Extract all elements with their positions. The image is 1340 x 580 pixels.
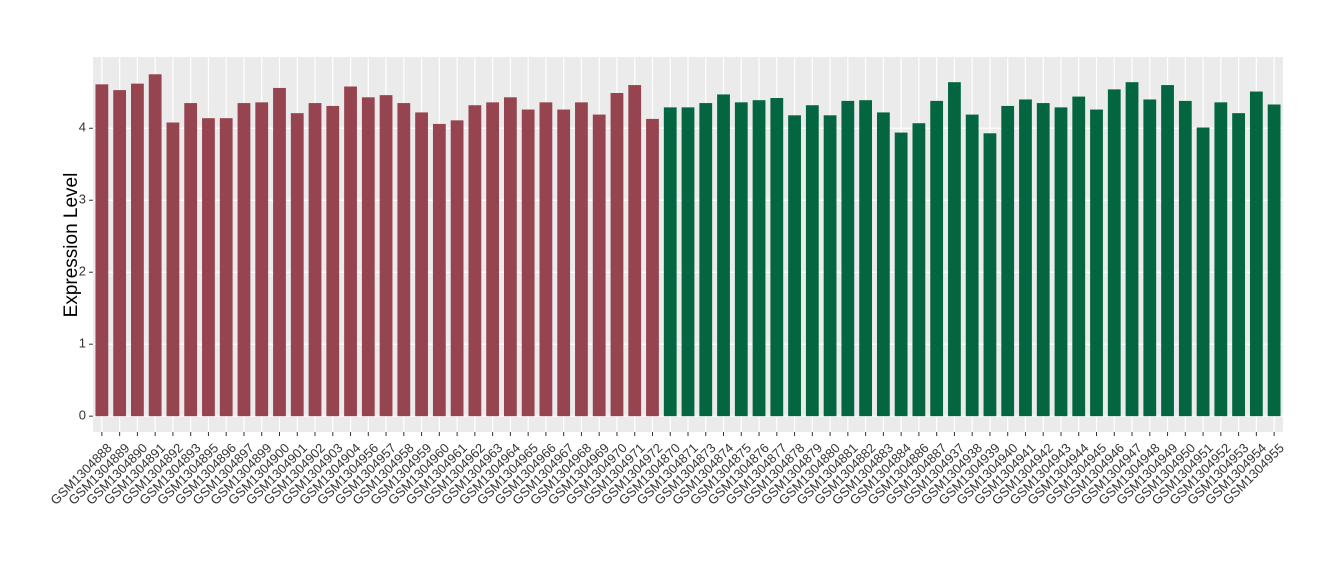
bar (113, 90, 127, 417)
bar (1019, 99, 1032, 417)
bar (521, 109, 535, 417)
bar (273, 87, 286, 417)
bar (1232, 113, 1245, 417)
bar (1161, 85, 1174, 417)
bar (1072, 96, 1086, 417)
bar (1125, 82, 1139, 417)
bar (344, 86, 357, 417)
bar (397, 103, 411, 417)
bar (823, 115, 837, 417)
bar (308, 103, 322, 417)
bar (290, 113, 304, 417)
bar (131, 83, 144, 417)
bar (575, 102, 588, 417)
bar (805, 105, 819, 417)
bar (948, 82, 961, 417)
bar (1196, 127, 1210, 417)
bar (361, 97, 375, 417)
bar (202, 118, 215, 417)
bar (95, 84, 109, 417)
bar (734, 102, 748, 417)
bar (912, 123, 926, 417)
y-axis-title: Expression Level (61, 173, 82, 318)
bar (841, 100, 855, 417)
bar (876, 112, 890, 417)
bar (1090, 109, 1103, 417)
y-tick-label: 3 (79, 192, 86, 207)
bar (1143, 99, 1157, 417)
bar (788, 115, 801, 417)
bar (237, 103, 251, 417)
bar (610, 92, 624, 417)
bar (379, 95, 393, 417)
bar (184, 103, 198, 417)
bar (1178, 100, 1192, 417)
bar (219, 118, 233, 417)
bar (1249, 91, 1263, 417)
y-tick-label: 1 (79, 336, 86, 351)
bar (646, 118, 659, 417)
bar (592, 114, 606, 417)
bar (663, 107, 677, 417)
bar (1001, 105, 1015, 417)
bar (930, 100, 944, 417)
y-tick-label: 4 (79, 120, 86, 135)
bar (859, 100, 873, 417)
bar (1036, 103, 1050, 417)
bar (965, 114, 979, 417)
bar (894, 132, 908, 417)
bar (486, 102, 500, 417)
bar (752, 100, 766, 417)
bar (468, 105, 482, 417)
bar (717, 94, 730, 417)
bar (1267, 104, 1281, 417)
bar (1214, 102, 1228, 417)
bar (681, 107, 695, 417)
bar (415, 112, 428, 417)
bar (148, 74, 162, 417)
bar (1107, 89, 1121, 417)
bar (770, 98, 784, 417)
y-tick-label: 2 (79, 264, 86, 279)
bar (539, 102, 553, 417)
bar (628, 85, 642, 417)
bar (1054, 107, 1068, 417)
bar (255, 102, 269, 417)
bar (699, 103, 713, 417)
bar (326, 105, 340, 417)
bar (432, 123, 446, 417)
bar (450, 120, 464, 417)
bar (557, 109, 571, 417)
bar (166, 122, 180, 417)
bar (503, 97, 517, 417)
bar (983, 133, 997, 417)
y-tick-label: 0 (79, 408, 86, 423)
